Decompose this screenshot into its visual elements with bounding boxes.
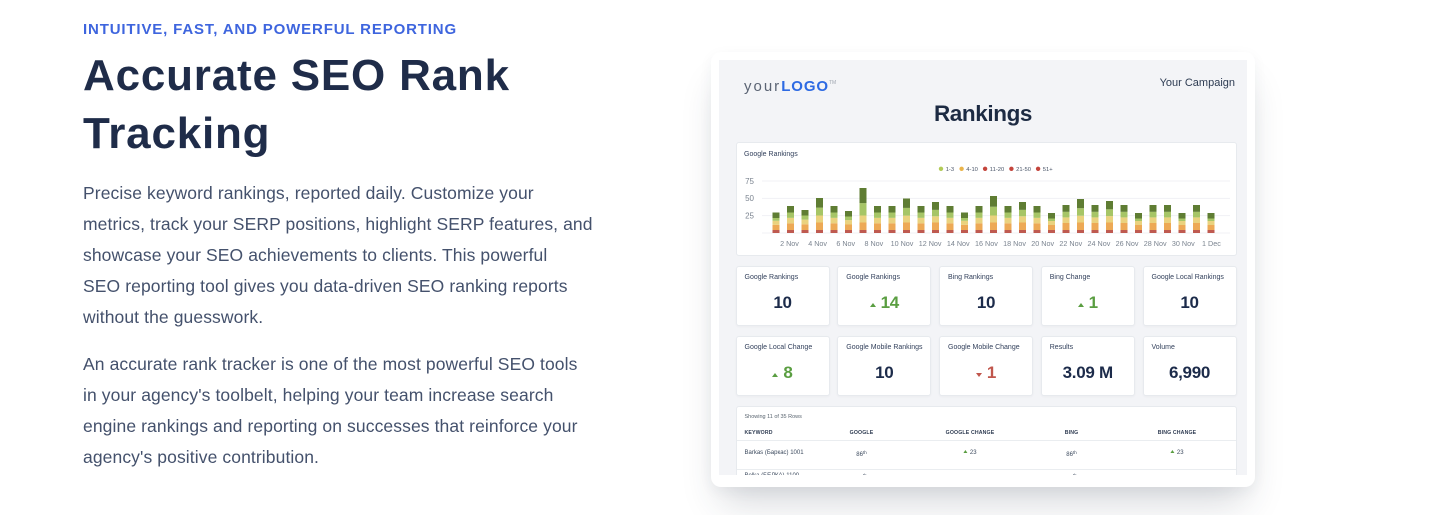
svg-text:1 Dec: 1 Dec [1202,239,1221,248]
svg-text:25: 25 [745,212,754,221]
svg-text:6 Nov: 6 Nov [836,239,855,248]
svg-text:Google Rankings: Google Rankings [744,151,798,158]
svg-text:50: 50 [745,194,754,203]
svg-text:16 Nov: 16 Nov [975,239,998,248]
svg-text:18 Nov: 18 Nov [1003,239,1026,248]
svg-text:20 Nov: 20 Nov [1031,239,1054,248]
svg-text:10 Nov: 10 Nov [890,239,913,248]
svg-text:22 Nov: 22 Nov [1059,239,1082,248]
svg-text:8 Nov: 8 Nov [864,239,883,248]
svg-text:12 Nov: 12 Nov [918,239,941,248]
svg-text:4 Nov: 4 Nov [808,239,827,248]
svg-text:28 Nov: 28 Nov [1143,239,1166,248]
svg-text:1-3: 1-3 [945,167,953,173]
svg-text:2 Nov: 2 Nov [780,239,799,248]
svg-text:24 Nov: 24 Nov [1087,239,1110,248]
svg-text:14 Nov: 14 Nov [946,239,969,248]
svg-text:30 Nov: 30 Nov [1171,239,1194,248]
svg-text:51+: 51+ [1042,167,1052,173]
svg-text:4-10: 4-10 [966,167,978,173]
svg-text:26 Nov: 26 Nov [1115,239,1138,248]
svg-text:11-20: 11-20 [989,167,1003,173]
svg-text:21-50: 21-50 [1016,167,1031,173]
svg-text:75: 75 [745,177,754,186]
